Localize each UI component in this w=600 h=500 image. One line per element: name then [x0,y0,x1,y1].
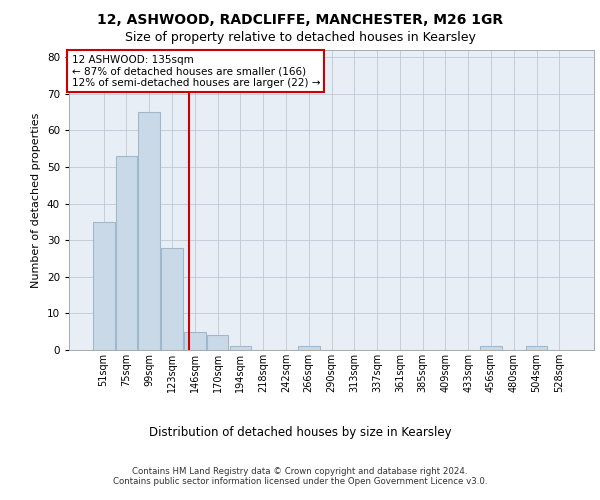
Bar [184,332,206,350]
Text: Distribution of detached houses by size in Kearsley: Distribution of detached houses by size … [149,426,451,439]
Text: Size of property relative to detached houses in Kearsley: Size of property relative to detached ho… [125,31,475,44]
Bar [207,336,229,350]
Bar [298,346,320,350]
Bar [93,222,115,350]
Text: Contains public sector information licensed under the Open Government Licence v3: Contains public sector information licen… [113,477,487,486]
Text: 12, ASHWOOD, RADCLIFFE, MANCHESTER, M26 1GR: 12, ASHWOOD, RADCLIFFE, MANCHESTER, M26 … [97,12,503,26]
Text: 12 ASHWOOD: 135sqm
← 87% of detached houses are smaller (166)
12% of semi-detach: 12 ASHWOOD: 135sqm ← 87% of detached hou… [71,54,320,88]
Bar [139,112,160,350]
Text: Contains HM Land Registry data © Crown copyright and database right 2024.: Contains HM Land Registry data © Crown c… [132,467,468,476]
Bar [116,156,137,350]
Bar [526,346,547,350]
Bar [230,346,251,350]
Bar [161,248,183,350]
Y-axis label: Number of detached properties: Number of detached properties [31,112,41,288]
Bar [480,346,502,350]
